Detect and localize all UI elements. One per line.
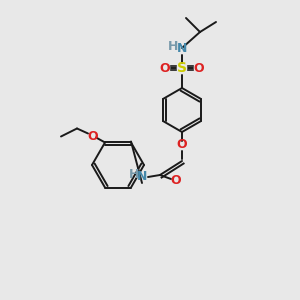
Text: O: O xyxy=(171,175,181,188)
Text: H: H xyxy=(129,169,139,182)
Text: O: O xyxy=(160,61,170,74)
Text: N: N xyxy=(177,41,187,55)
Text: N: N xyxy=(137,170,147,184)
Text: O: O xyxy=(88,130,98,143)
Text: H: H xyxy=(168,40,178,52)
Text: O: O xyxy=(177,139,187,152)
Text: O: O xyxy=(194,61,204,74)
Text: S: S xyxy=(177,61,187,75)
